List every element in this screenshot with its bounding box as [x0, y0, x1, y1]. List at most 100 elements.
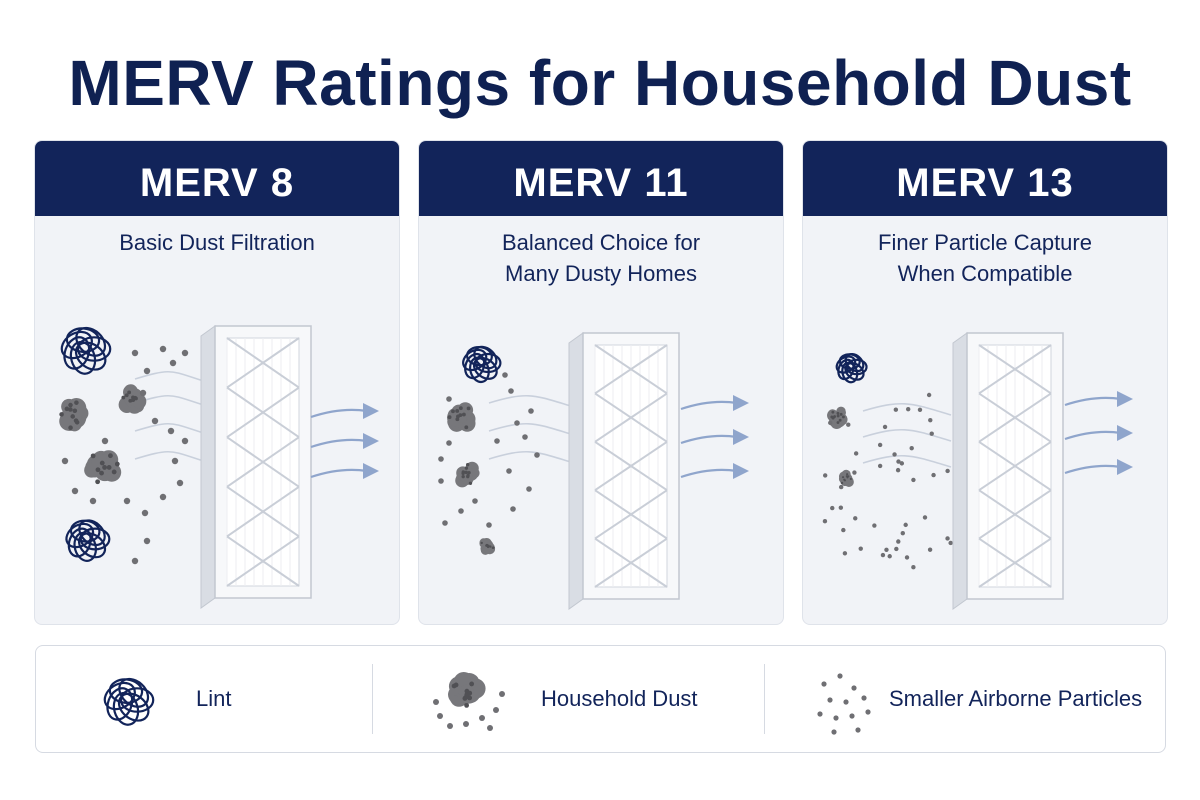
particle-dot [438, 456, 444, 462]
particle-dot [900, 530, 905, 536]
household-dust-icon [84, 450, 122, 485]
particle-dot [833, 715, 839, 721]
lint-icon [835, 352, 868, 384]
particle-dot [846, 422, 851, 427]
particle-dot [929, 431, 934, 436]
particle-dot [880, 552, 886, 558]
filter-illustration-merv-8 [59, 325, 379, 609]
particle-dot [831, 729, 837, 735]
filter-illustration-merv-11 [438, 332, 749, 610]
particle-dot [861, 695, 867, 701]
particle-dot [508, 388, 514, 394]
particle-dot [472, 498, 478, 504]
particle-dot [852, 470, 857, 475]
household-dust-icon [447, 402, 476, 432]
household-dust-icon [433, 672, 505, 731]
particle-dot [494, 438, 500, 444]
arrow-right-icon [1064, 459, 1133, 475]
particle-dot [893, 407, 899, 412]
particle-dot [817, 711, 823, 717]
particle-dot [865, 709, 871, 715]
legend-label-household-dust: Household Dust [541, 686, 698, 711]
arrow-right-icon [680, 395, 749, 411]
particle-dot [528, 408, 534, 414]
particle-dot [911, 564, 916, 570]
particle-dot [442, 520, 448, 526]
household-dust-icon [118, 384, 147, 414]
airflow-line [862, 454, 952, 468]
airflow-line [488, 450, 575, 464]
particle-dot [159, 493, 167, 501]
particle-dot [487, 725, 493, 731]
particle-dot [895, 467, 901, 473]
air-filter-icon [568, 332, 680, 610]
particle-dot [506, 468, 512, 474]
particle-dot [903, 522, 908, 528]
particle-dot [131, 349, 139, 357]
household-dust-icon [448, 672, 486, 708]
particle-dot [877, 442, 883, 448]
particle-dot [887, 554, 892, 559]
arrow-right-icon [680, 463, 749, 479]
particle-dot [830, 505, 835, 511]
particle-dot [945, 536, 950, 541]
particle-dot [821, 681, 827, 687]
particle-dot [896, 459, 901, 464]
particle-dot [872, 523, 877, 528]
particle-dot [534, 452, 540, 458]
particle-dot [433, 699, 439, 705]
lint-icon [462, 345, 502, 384]
card-merv-11: MERV 11 Balanced Choice for Many Dusty H… [418, 140, 784, 625]
particle-dot [927, 547, 933, 552]
particle-dot [931, 472, 936, 478]
particle-dot [446, 440, 452, 446]
particle-dot [447, 723, 453, 729]
particle-dot [849, 713, 855, 719]
particle-dot [855, 727, 861, 733]
arrow-right-icon [310, 433, 379, 449]
particle-dot [510, 506, 516, 512]
airflow-line [488, 394, 575, 408]
particle-dot [143, 537, 151, 545]
particle-dot [101, 437, 109, 445]
particle-dot [858, 546, 863, 551]
arrow-right-icon [1064, 391, 1133, 407]
arrow-right-icon [310, 403, 379, 419]
particle-dot [948, 540, 953, 546]
particle-dot [922, 515, 928, 520]
particle-dot [526, 486, 532, 492]
household-dust-icon [59, 397, 89, 432]
particle-dot [842, 551, 848, 556]
particle-dot [882, 424, 888, 430]
particle-dot [899, 461, 905, 466]
legend-label-lint: Lint [196, 686, 232, 711]
particle-dot [89, 497, 97, 505]
airflow-line [862, 402, 952, 416]
air-filter-icon [200, 325, 312, 609]
card-subtitle-merv-11: Balanced Choice for Many Dusty Homes [501, 230, 701, 286]
particle-dot [438, 478, 444, 484]
particle-dot [896, 539, 901, 544]
legend-divider [764, 664, 765, 734]
particle-dot [486, 522, 492, 528]
particle-dot [458, 508, 464, 514]
arrow-right-icon [1064, 425, 1133, 441]
particle-dot [176, 479, 184, 487]
card-subtitle-merv-8: Basic Dust Filtration [119, 230, 315, 255]
particle-dot [514, 420, 520, 426]
particle-dot [884, 547, 889, 553]
air-filter-icon [952, 332, 1064, 610]
particle-dot [851, 685, 857, 691]
particle-dot [522, 434, 528, 440]
legend: Lint Household Dust Smaller Airborne Par… [35, 645, 1166, 753]
particle-dot [828, 420, 833, 426]
particle-dot [502, 372, 508, 378]
card-subtitle-merv-13: Finer Particle Capture When Compatible [878, 230, 1092, 286]
particle-dot [838, 505, 844, 510]
particle-dot [838, 484, 844, 490]
airflow-line [134, 370, 211, 384]
particle-dot [853, 516, 858, 521]
particle-dot [437, 713, 443, 719]
particle-dot [499, 691, 505, 697]
particle-dot [822, 473, 828, 478]
